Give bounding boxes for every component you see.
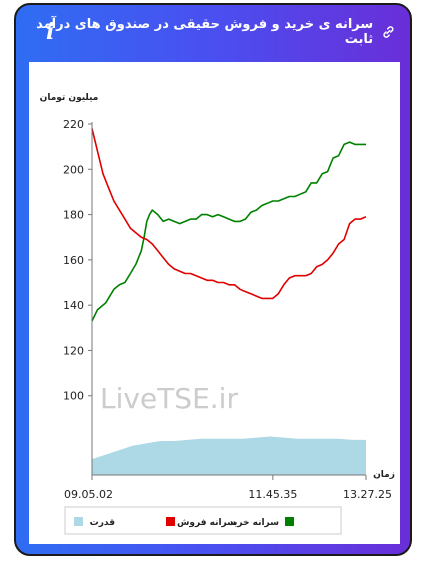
legend: سرانه خرید سرانه فروش قدرت <box>64 506 342 535</box>
x-tick-label: 09.05.02 <box>64 488 113 501</box>
legend-power-label[interactable]: قدرت <box>90 518 115 528</box>
y-axis-label: میلیون تومان <box>40 93 99 103</box>
y-tick-label: 140 <box>63 299 84 312</box>
y-tick-label: 100 <box>63 390 84 403</box>
chart-title: سرانه ی خرید و فروش حقیقی در صندوق های د… <box>36 17 374 47</box>
power-area <box>92 436 366 475</box>
x-tick-label: 11.45.35 <box>248 488 297 501</box>
link-icon[interactable] <box>381 24 396 40</box>
legend-sell-swatch <box>166 517 175 526</box>
series-power-area <box>92 436 366 475</box>
series-lines <box>91 128 367 322</box>
y-tick-label: 220 <box>63 118 84 131</box>
legend-buy-swatch <box>285 517 294 526</box>
x-tick-label: 13.27.25 <box>343 488 392 501</box>
legend-buy-label[interactable]: سرانه خرید <box>229 518 279 528</box>
line-chart: 100 120 140 160 180 200 220 میلیون تومان LiveT… <box>40 93 395 535</box>
x-axis-label: زمان <box>373 470 395 480</box>
y-tick-label: 160 <box>63 254 84 267</box>
y-tick-label: 120 <box>63 344 84 357</box>
y-axis: 100 120 140 160 180 200 220 <box>63 118 92 403</box>
legend-power-swatch <box>74 517 83 526</box>
series-buy-line <box>91 141 366 322</box>
info-icon[interactable]: i <box>46 19 55 45</box>
y-tick-label: 200 <box>63 163 84 176</box>
series-sell-line <box>91 128 367 300</box>
chart-card: سرانه ی خرید و فروش حقیقی در صندوق های د… <box>14 3 412 556</box>
legend-sell-label[interactable]: سرانه فروش <box>177 518 236 528</box>
chart-panel: 100 120 140 160 180 200 220 میلیون تومان LiveT… <box>29 62 400 544</box>
legend-box <box>64 506 342 535</box>
watermark: LiveTSE.ir <box>100 382 238 415</box>
chart-header: سرانه ی خرید و فروش حقیقی در صندوق های د… <box>16 5 410 59</box>
x-axis: 09.05.02 11.45.35 13.27.25 <box>64 475 392 501</box>
y-tick-label: 180 <box>63 209 84 222</box>
